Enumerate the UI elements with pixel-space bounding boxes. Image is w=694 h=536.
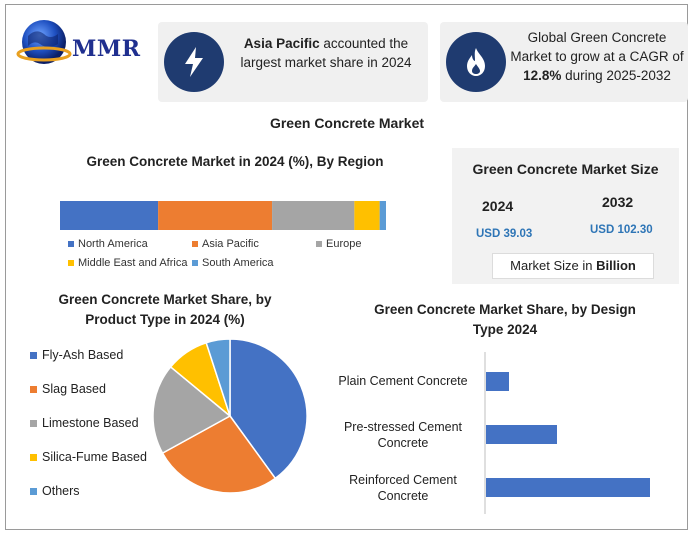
callout-region-bold: Asia Pacific — [243, 36, 320, 51]
callout-cagr-text: Global Green Concrete Market to grow at … — [508, 28, 686, 85]
design-category-label: Reinforced Cement Concrete — [349, 473, 457, 503]
legend-label: Middle East and Africa — [78, 257, 188, 269]
callout-cagr-lead: Global Green Concrete Market to grow at … — [510, 30, 684, 64]
region-chart-title: Green Concrete Market in 2024 (%), By Re… — [86, 154, 384, 169]
product-legend-item: Silica-Fume Based — [30, 450, 147, 464]
region-segment-europe — [272, 201, 355, 230]
legend-label: North America — [78, 238, 148, 250]
legend-label: Fly-Ash Based — [42, 348, 124, 362]
logo-text: MMR — [72, 36, 141, 62]
region-legend-item: North America — [68, 238, 148, 250]
design-bar-reinforced-cement-concrete — [486, 478, 650, 497]
product-pie-chart — [152, 338, 308, 494]
product-legend-item: Others — [30, 484, 80, 498]
value-2024: USD 39.03 — [476, 228, 533, 240]
legend-label: Europe — [326, 238, 362, 250]
infographic-frame — [5, 4, 688, 530]
callout-region-text: Asia Pacific accounted the largest marke… — [228, 34, 424, 72]
design-chart-axis — [484, 352, 486, 514]
unit-bold: Billion — [596, 258, 636, 273]
callout-region-rest: accounted the largest market share in 20… — [240, 36, 412, 70]
legend-swatch — [68, 241, 74, 247]
year-2024: 2024 — [482, 198, 514, 214]
region-legend-item: Middle East and Africa — [68, 257, 187, 269]
legend-label: Limestone Based — [42, 416, 139, 430]
legend-swatch — [30, 487, 37, 495]
legend-label: South America — [202, 257, 274, 269]
main-title: Green Concrete Market — [269, 115, 425, 131]
region-legend-item: Asia Pacific — [192, 238, 259, 250]
lightning-bolt-icon — [164, 32, 224, 92]
design-category-label: Pre-stressed Cement Concrete — [343, 420, 463, 450]
legend-swatch — [30, 419, 37, 427]
globe-icon — [16, 20, 72, 64]
legend-swatch — [68, 260, 74, 266]
value-2032: USD 102.30 — [590, 224, 653, 236]
design-bar-pre-stressed-cement-concrete — [486, 425, 557, 444]
legend-swatch — [192, 241, 198, 247]
market-size-panel: Green Concrete Market Size 2024 USD 39.0… — [452, 148, 679, 284]
region-legend-item: South America — [192, 257, 274, 269]
legend-label: Asia Pacific — [202, 238, 259, 250]
legend-swatch — [30, 453, 37, 461]
pie-slice-others — [205, 338, 231, 417]
market-size-title: Green Concrete Market Size — [472, 161, 659, 177]
legend-swatch — [30, 385, 37, 393]
region-segment-asia-pacific — [158, 201, 273, 230]
legend-swatch — [316, 241, 322, 247]
callout-region-share: Asia Pacific accounted the largest marke… — [158, 22, 428, 102]
legend-swatch — [30, 351, 37, 359]
pie-slice-fly-ash-based — [229, 338, 308, 480]
year-2032: 2032 — [602, 194, 634, 210]
legend-label: Others — [42, 484, 80, 498]
region-segment-north-america — [60, 201, 159, 230]
legend-swatch — [192, 260, 198, 266]
region-segment-south-america — [379, 201, 386, 230]
region-stacked-bar-chart — [60, 201, 386, 230]
region-segment-middle-east-and-africa — [354, 201, 380, 230]
pie-slice-slag-based — [161, 415, 277, 494]
region-legend-item: Europe — [316, 238, 361, 250]
product-legend-item: Fly-Ash Based — [30, 348, 123, 362]
flame-icon — [446, 32, 506, 92]
unit-prefix: Market Size in — [510, 258, 597, 273]
design-chart-title: Green Concrete Market Share, by Design T… — [374, 302, 636, 337]
product-chart-title: Green Concrete Market Share, by Product … — [58, 292, 272, 327]
market-size-unit: Market Size in Billion — [492, 253, 654, 279]
design-bar-plain-cement-concrete — [486, 372, 509, 391]
callout-cagr-bold: 12.8% — [523, 68, 562, 83]
legend-label: Silica-Fume Based — [42, 450, 147, 464]
product-legend-item: Slag Based — [30, 382, 106, 396]
legend-label: Slag Based — [42, 382, 106, 396]
design-category-label: Plain Cement Concrete — [338, 374, 468, 388]
pie-slice-limestone-based — [152, 365, 232, 455]
callout-cagr-tail: during 2025-2032 — [561, 68, 671, 83]
callout-cagr: Global Green Concrete Market to grow at … — [440, 22, 688, 102]
product-legend-item: Limestone Based — [30, 416, 139, 430]
mmr-logo: MMR — [14, 14, 144, 72]
